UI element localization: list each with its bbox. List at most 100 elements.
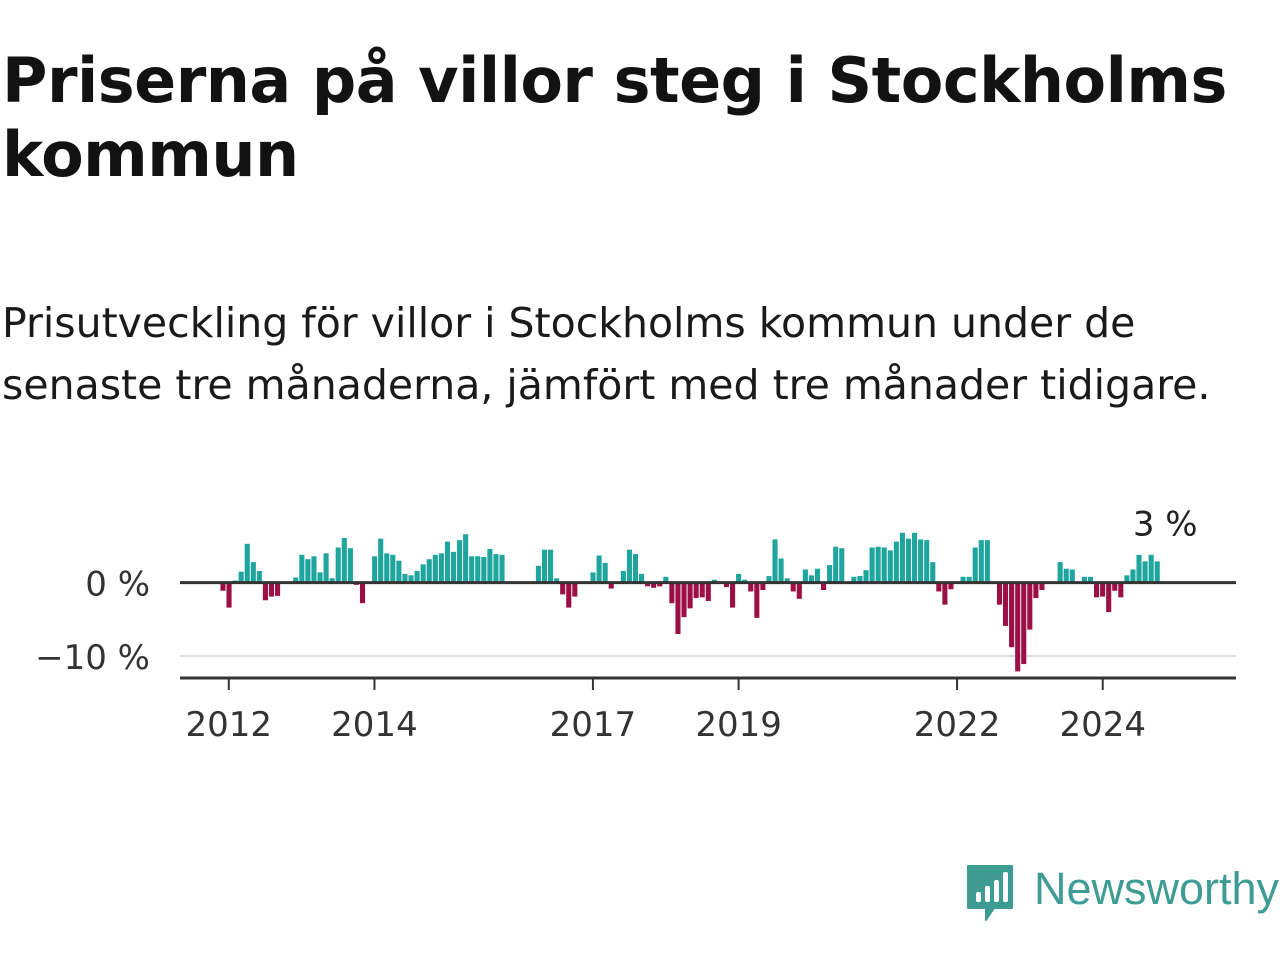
bar	[457, 540, 463, 583]
bar	[808, 575, 814, 583]
bar	[639, 573, 645, 583]
bar	[760, 582, 766, 590]
bar	[663, 576, 669, 583]
bar	[1106, 582, 1112, 612]
bar	[693, 582, 699, 599]
bar	[687, 582, 693, 609]
data-labels: 3 %	[1133, 504, 1198, 544]
bar	[632, 554, 639, 583]
x-axis-ticks: 2012 2014 2017 2019 2022 2024	[186, 678, 1146, 745]
bar	[723, 582, 730, 588]
bar	[384, 553, 390, 583]
bar	[778, 558, 784, 583]
bar	[1015, 582, 1021, 672]
bar	[948, 582, 954, 590]
x-tick-label: 2024	[1059, 705, 1146, 745]
bar	[590, 572, 596, 583]
bar	[1033, 582, 1039, 599]
bar	[893, 541, 899, 583]
bar	[329, 578, 335, 583]
bar	[256, 570, 262, 583]
bar	[839, 548, 845, 583]
bar	[1148, 554, 1154, 583]
bar	[323, 553, 329, 583]
bar	[317, 572, 323, 583]
bar	[827, 565, 833, 583]
bar	[863, 570, 869, 583]
axes	[180, 581, 1236, 680]
x-tick-label: 2022	[914, 705, 1001, 745]
bar	[226, 582, 232, 608]
bar	[1136, 554, 1142, 583]
bar	[966, 576, 972, 583]
x-tick-label: 2019	[695, 705, 782, 745]
bar	[475, 556, 481, 583]
bar	[912, 532, 918, 583]
bar	[1021, 582, 1027, 665]
bar	[675, 582, 681, 634]
bar	[651, 582, 657, 588]
bar	[881, 547, 887, 583]
chart-title: Priserna på villor steg i Stockholms kom…	[2, 44, 1227, 191]
bar	[851, 576, 857, 583]
bar	[1003, 582, 1009, 626]
brand-name: Newsworthy	[1034, 863, 1280, 914]
bar	[602, 562, 608, 583]
bar	[554, 578, 560, 583]
bar	[347, 548, 353, 583]
bar	[426, 559, 432, 583]
bar	[450, 551, 457, 583]
bar	[626, 549, 632, 583]
bar	[887, 550, 893, 583]
newsworthy-logo-icon	[967, 865, 1013, 921]
bar-chart: 0 % −10 % 2012 2014 2017 2019 2022 2024 3 %	[35, 504, 1236, 745]
bar	[311, 556, 317, 583]
bar	[936, 582, 942, 592]
bar	[1063, 568, 1069, 583]
bar	[814, 568, 821, 583]
bar	[748, 582, 754, 592]
x-tick-label: 2017	[550, 705, 637, 745]
bar	[572, 582, 578, 597]
bars	[220, 532, 1160, 672]
bar	[432, 554, 438, 583]
bar	[657, 582, 663, 587]
bar	[1057, 562, 1063, 583]
bar	[566, 582, 572, 608]
bar	[293, 577, 299, 583]
bar	[548, 549, 554, 583]
bar	[669, 582, 675, 604]
bar	[766, 576, 772, 583]
bar	[305, 559, 311, 583]
bar	[924, 540, 930, 583]
bar	[299, 554, 305, 583]
bar	[372, 556, 378, 583]
bar	[1100, 582, 1106, 597]
bar	[984, 540, 990, 583]
bar	[1124, 575, 1130, 583]
bar	[341, 537, 347, 583]
x-tick-label: 2012	[186, 705, 273, 745]
bar	[596, 555, 602, 583]
bar	[736, 573, 742, 583]
bar	[262, 582, 268, 601]
bar	[481, 557, 487, 583]
bar	[796, 582, 802, 599]
bar	[942, 582, 948, 605]
bar	[1087, 576, 1094, 583]
bar	[754, 582, 760, 618]
bar	[463, 534, 469, 583]
bar	[1027, 582, 1033, 630]
bar	[535, 565, 541, 583]
bar	[268, 582, 275, 597]
bar	[541, 549, 548, 583]
bar	[905, 538, 912, 583]
bar	[335, 547, 341, 583]
bar	[1142, 561, 1148, 583]
bar	[1154, 561, 1160, 583]
bar	[772, 539, 778, 583]
bar	[620, 570, 626, 583]
bar	[220, 582, 226, 591]
bar	[250, 562, 256, 583]
bar	[918, 539, 924, 583]
